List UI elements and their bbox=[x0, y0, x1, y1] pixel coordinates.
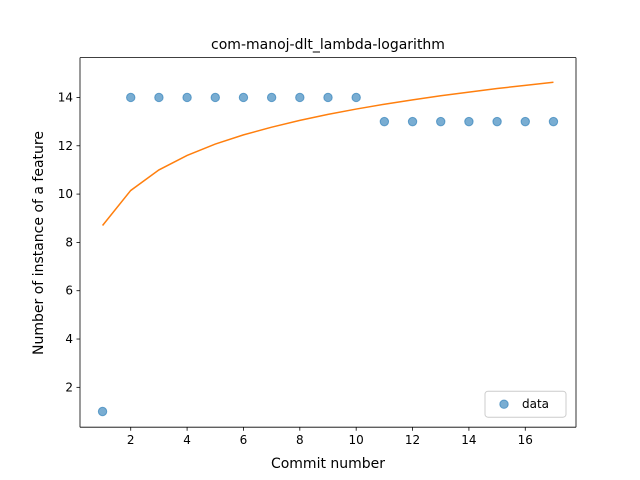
y-tick-label: 4 bbox=[65, 332, 73, 346]
x-tick-label: 8 bbox=[296, 433, 304, 447]
data-point bbox=[548, 116, 559, 127]
y-tick-label: 6 bbox=[65, 284, 73, 298]
x-tick-label: 4 bbox=[183, 433, 191, 447]
fit-line bbox=[101, 81, 554, 226]
legend-label-data: data bbox=[522, 397, 549, 411]
data-point bbox=[520, 116, 530, 127]
data-point bbox=[351, 92, 361, 103]
data-point bbox=[154, 92, 164, 103]
chart-title: com-manoj-dlt_lambda-logarithm bbox=[211, 37, 445, 53]
data-point bbox=[126, 92, 136, 103]
data-point bbox=[266, 92, 277, 103]
chart-marks bbox=[97, 81, 559, 417]
y-tick-label: 8 bbox=[65, 235, 73, 249]
x-tick-label: 10 bbox=[349, 433, 364, 447]
x-tick-label: 6 bbox=[240, 433, 248, 447]
data-point bbox=[323, 92, 333, 103]
plot-background bbox=[80, 57, 576, 428]
data-point bbox=[238, 92, 249, 103]
y-tick-label: 14 bbox=[58, 90, 73, 104]
data-point bbox=[182, 92, 192, 103]
y-axis-label: Number of instance of a feature bbox=[31, 131, 47, 355]
x-tick-label: 16 bbox=[518, 433, 533, 447]
legend-box bbox=[484, 390, 567, 418]
plot-area bbox=[80, 57, 576, 428]
axes: 2 4 6 8 10 12 14 16 2 4 6 8 10 12 14 bbox=[58, 57, 577, 447]
data-point bbox=[210, 92, 220, 103]
data-point bbox=[97, 406, 108, 417]
y-tick-label: 10 bbox=[58, 187, 73, 201]
y-tick-label: 12 bbox=[58, 139, 73, 153]
y-tick-label: 2 bbox=[65, 380, 73, 394]
data-point bbox=[295, 92, 305, 103]
data-point bbox=[464, 116, 474, 127]
data-point bbox=[492, 116, 502, 127]
data-point bbox=[407, 116, 418, 127]
legend-marker-data bbox=[499, 399, 509, 409]
legend: data bbox=[484, 390, 567, 418]
x-tick-label: 2 bbox=[127, 433, 135, 447]
data-point bbox=[436, 116, 446, 127]
data-point bbox=[379, 116, 390, 127]
x-tick-label: 12 bbox=[405, 433, 420, 447]
x-axis-label: Commit number bbox=[271, 456, 385, 472]
x-tick-label: 14 bbox=[461, 433, 476, 447]
